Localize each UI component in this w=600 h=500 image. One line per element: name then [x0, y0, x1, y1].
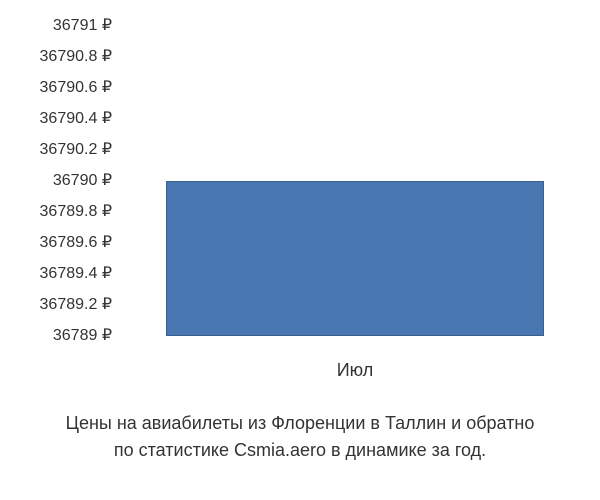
y-tick: 36789.4 ₽	[0, 258, 120, 289]
y-tick: 36789.6 ₽	[0, 227, 120, 258]
caption-line-1: Цены на авиабилеты из Флоренции в Таллин…	[66, 413, 535, 433]
y-tick: 36790.8 ₽	[0, 41, 120, 72]
y-tick: 36790.2 ₽	[0, 134, 120, 165]
y-axis: 36791 ₽ 36790.8 ₽ 36790.6 ₽ 36790.4 ₽ 36…	[0, 10, 120, 351]
caption-line-2: по статистике Csmia.aero в динамике за г…	[114, 440, 486, 460]
chart-caption: Цены на авиабилеты из Флоренции в Таллин…	[0, 410, 600, 464]
y-tick: 36791 ₽	[0, 10, 120, 41]
plot-area	[125, 10, 585, 351]
y-tick: 36790 ₽	[0, 165, 120, 196]
y-tick: 36789.2 ₽	[0, 289, 120, 320]
y-tick: 36790.6 ₽	[0, 72, 120, 103]
y-tick: 36790.4 ₽	[0, 103, 120, 134]
y-tick: 36789.8 ₽	[0, 196, 120, 227]
bar-july	[166, 181, 543, 336]
x-tick-july: Июл	[125, 360, 585, 381]
chart-container: 36791 ₽ 36790.8 ₽ 36790.6 ₽ 36790.4 ₽ 36…	[0, 0, 600, 500]
y-tick: 36789 ₽	[0, 320, 120, 351]
